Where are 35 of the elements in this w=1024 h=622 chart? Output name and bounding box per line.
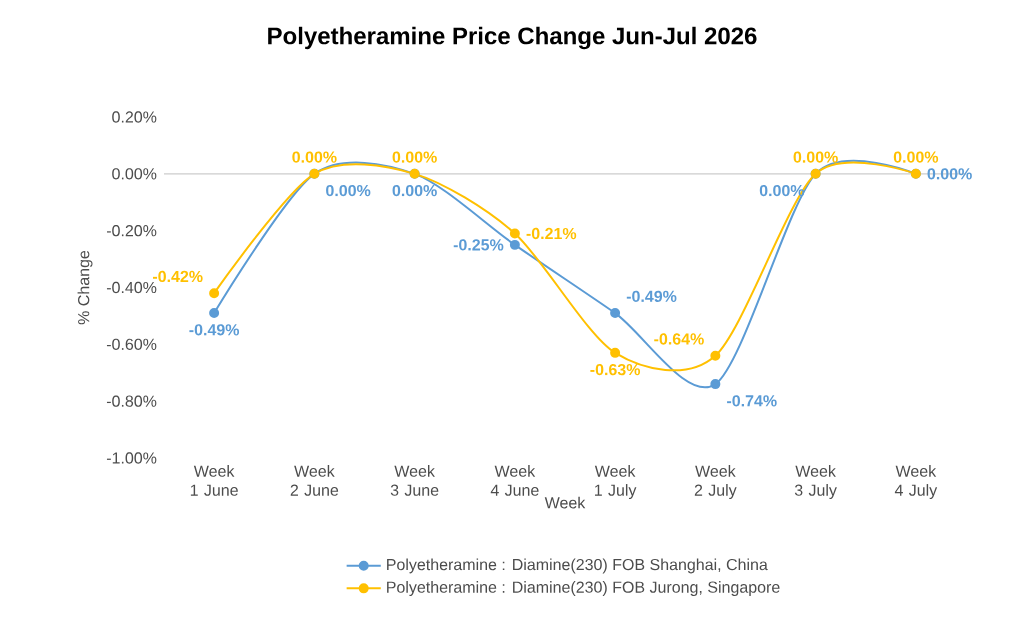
data-label: -0.64% (654, 333, 704, 345)
x-tick-label: Week 4 July (894, 465, 938, 499)
data-label: 0.00% (392, 184, 437, 197)
data-label: -0.63% (590, 363, 641, 376)
data-label: 0.00% (793, 151, 838, 163)
chart-title: Polyetheramine Price Change Jun-Jul 2026 (268, 26, 757, 50)
y-tick-label: 0.20% (112, 111, 157, 123)
x-tick-label: Week 1 July (594, 465, 637, 499)
y-tick-label: -0.20% (106, 225, 157, 237)
data-label: 0.00% (893, 151, 939, 163)
legend-label: Polyetheramine : Diamine(230) FOB Jurong, Singapore (387, 581, 780, 596)
x-tick-label: Week 3 June (390, 465, 439, 496)
y-tick-label: -1.00% (106, 452, 157, 464)
data-label: 0.00% (392, 151, 437, 163)
data-label: -0.49% (189, 324, 240, 336)
y-tick-label: -0.60% (106, 338, 157, 350)
data-label: 0.00% (326, 184, 371, 197)
x-tick-label: Week 3 July (794, 465, 837, 499)
x-tick-label: Week 4 June (490, 465, 539, 496)
y-tick-label: 0.00% (112, 168, 157, 180)
y-axis-title: % Change (77, 250, 93, 325)
data-label: 0.00% (927, 168, 972, 180)
data-label: -0.25% (453, 239, 504, 251)
x-axis-title: Week (544, 496, 586, 509)
y-tick-label: -0.40% (106, 281, 157, 294)
legend-label: Polyetheramine : Diamine(230) FOB Shanghai, China (387, 558, 768, 574)
x-tick-label: Week 1 June (190, 465, 238, 496)
x-tick-label: Week 2 July (694, 465, 737, 499)
data-label: -0.49% (626, 290, 677, 303)
data-label: -0.42% (152, 270, 203, 283)
data-label: 0.00% (292, 151, 337, 163)
data-label: -0.74% (727, 395, 777, 407)
x-tick-label: Week 2 June (290, 465, 339, 496)
y-tick-label: -0.80% (106, 395, 157, 407)
data-label: -0.21% (526, 227, 577, 240)
